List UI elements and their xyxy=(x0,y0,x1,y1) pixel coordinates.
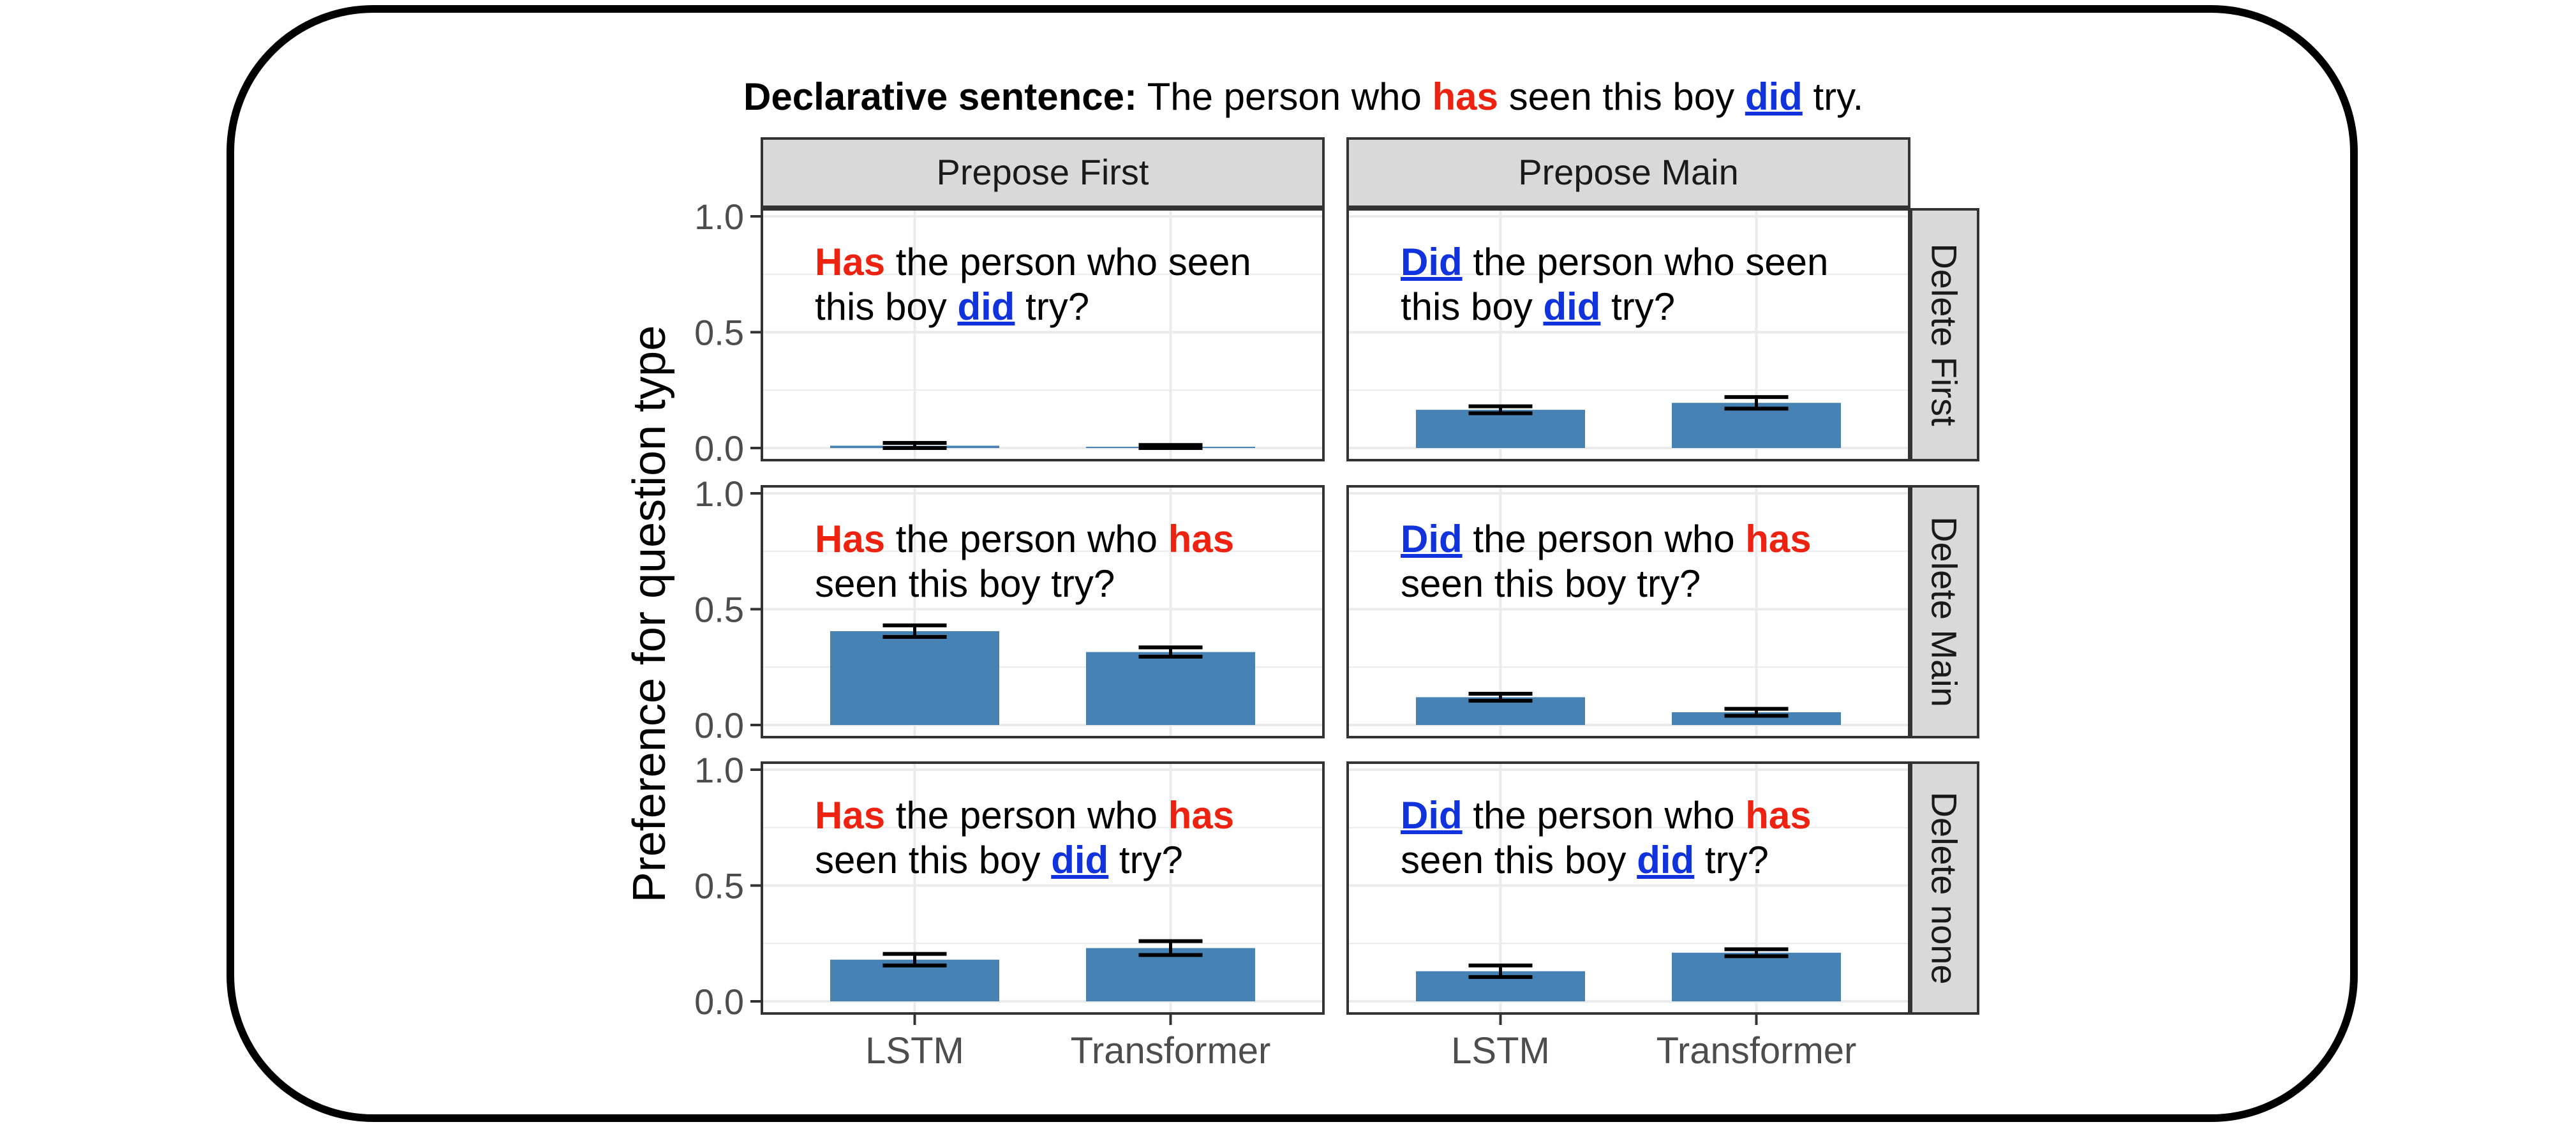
question-segment: try? xyxy=(1600,285,1675,328)
panel-background xyxy=(762,209,1323,460)
title-segment: has xyxy=(1433,75,1498,118)
question-segment: the person who seen xyxy=(1463,241,1829,283)
bar xyxy=(1086,948,1255,1001)
question-segment: try? xyxy=(1108,839,1183,881)
question-annotation: Has the person who seen xyxy=(815,241,1251,283)
title-segment: try. xyxy=(1803,75,1864,118)
y-tick-label: 0.0 xyxy=(694,428,744,468)
y-tick-label: 0.5 xyxy=(694,590,744,630)
facet-label-col: Prepose First xyxy=(937,152,1149,192)
question-annotation: Has the person who has xyxy=(815,518,1234,560)
facet-strip-row-0 xyxy=(1910,208,1979,461)
question-annotation: Did the person who has xyxy=(1401,518,1812,560)
bar xyxy=(1086,652,1255,725)
question-annotation: this boy did try? xyxy=(1401,285,1675,328)
x-tick-label: LSTM xyxy=(1451,1030,1550,1072)
question-segment: Has xyxy=(815,518,885,560)
bar xyxy=(1672,712,1841,725)
question-segment: this boy xyxy=(1401,285,1543,328)
question-annotation: seen this boy did try? xyxy=(815,839,1183,881)
y-axis-label: Preference for question type xyxy=(624,325,675,903)
question-annotation: this boy did try? xyxy=(815,285,1089,328)
panel-background xyxy=(1348,486,1909,737)
question-segment: seen this boy xyxy=(1401,839,1637,881)
question-segment: the person who seen xyxy=(885,241,1251,283)
question-segment: did xyxy=(957,285,1015,328)
question-segment: Has xyxy=(815,241,885,283)
y-tick-label: 1.0 xyxy=(694,474,744,514)
bar xyxy=(1672,952,1841,1001)
title-segment: seen this boy xyxy=(1498,75,1745,118)
y-tick-label: 1.0 xyxy=(694,197,744,237)
y-tick-label: 0.0 xyxy=(694,982,744,1022)
facet-strip-0 xyxy=(761,137,1325,208)
question-segment: the person who xyxy=(1463,794,1746,837)
question-segment: Did xyxy=(1401,241,1463,283)
question-segment: Did xyxy=(1401,794,1463,837)
y-tick-label: 0.0 xyxy=(694,705,744,745)
question-segment: has xyxy=(1745,794,1811,837)
panel-border xyxy=(1346,485,1910,738)
panel-border xyxy=(761,485,1325,738)
row-facet-strips: Delete First Delete Main Delete none xyxy=(1910,208,1979,1015)
facet-label-row: Delete First xyxy=(1925,243,1965,426)
question-segment: try? xyxy=(1694,839,1769,881)
bar xyxy=(830,631,999,725)
question-segment: has xyxy=(1745,518,1811,560)
x-axes: LSTM Transformer LSTM Transformer xyxy=(865,1013,1856,1072)
question-segment: Has xyxy=(815,794,885,837)
question-annotation: seen this boy try? xyxy=(1401,562,1701,605)
title-segment: did xyxy=(1745,75,1803,118)
question-segment: seen this boy try? xyxy=(1401,562,1701,605)
panel-border xyxy=(761,208,1325,461)
question-annotation: seen this boy did try? xyxy=(1401,839,1769,881)
question-segment: Did xyxy=(1401,518,1463,560)
bar xyxy=(1416,410,1585,448)
facet-label-row: Delete none xyxy=(1925,791,1965,984)
question-segment: did xyxy=(1637,839,1694,881)
y-tick-label: 1.0 xyxy=(694,750,744,790)
x-tick-label: Transformer xyxy=(1657,1030,1857,1072)
question-segment: did xyxy=(1051,839,1108,881)
title-label: Declarative sentence: xyxy=(743,75,1137,118)
facet-label-row: Delete Main xyxy=(1925,516,1965,707)
question-segment: seen this boy xyxy=(815,839,1051,881)
question-annotation: Did the person who seen xyxy=(1401,241,1828,283)
facet-strip-row-1 xyxy=(1910,485,1979,738)
panel-border xyxy=(1346,761,1910,1015)
panel-border xyxy=(761,761,1325,1015)
facet-strip-1 xyxy=(1346,137,1910,208)
facet-strip-row-2 xyxy=(1910,761,1979,1015)
question-annotation: seen this boy try? xyxy=(815,562,1115,605)
title-segment: The person who xyxy=(1137,75,1433,118)
x-tick-label: LSTM xyxy=(865,1030,964,1072)
question-segment: has xyxy=(1168,794,1234,837)
x-tick-label: Transformer xyxy=(1071,1030,1271,1072)
question-segment: the person who xyxy=(885,518,1168,560)
question-segment: seen this boy try? xyxy=(815,562,1115,605)
question-segment: did xyxy=(1543,285,1600,328)
question-annotation: Did the person who has xyxy=(1401,794,1812,837)
y-tick-label: 0.5 xyxy=(694,866,744,906)
y-tick-label: 0.5 xyxy=(694,313,744,353)
question-segment: the person who xyxy=(885,794,1168,837)
question-annotation: Has the person who has xyxy=(815,794,1234,837)
chart-title: Declarative sentence: The person who has… xyxy=(743,75,1863,118)
question-segment: this boy xyxy=(815,285,957,328)
y-axes: 0.0 0.5 1.0 0.0 0.5 1.0 0.0 0.5 1.0 xyxy=(694,197,762,1022)
panel-border xyxy=(1346,208,1910,461)
question-segment: has xyxy=(1168,518,1234,560)
column-facet-strips: Prepose First Prepose Main xyxy=(761,137,1910,208)
question-segment: try? xyxy=(1015,285,1089,328)
facet-label-col: Prepose Main xyxy=(1518,152,1739,192)
question-segment: the person who xyxy=(1463,518,1746,560)
